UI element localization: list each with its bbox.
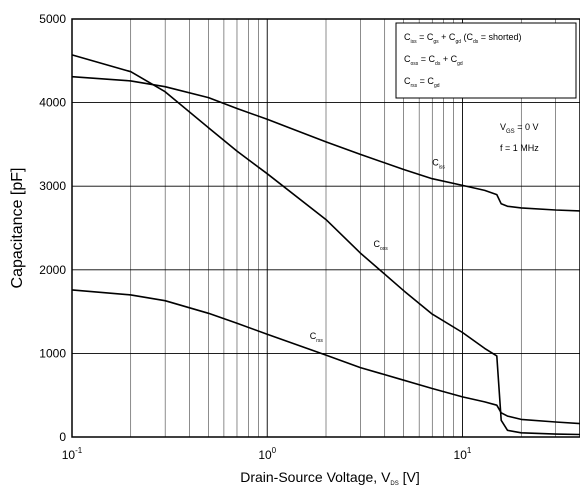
y-tick-label: 1000: [39, 346, 66, 360]
x-tick-label: 100: [258, 446, 276, 462]
y-tick-label: 2000: [39, 263, 66, 277]
legend-frame: [395, 22, 577, 99]
y-tick-labels: 0 1000 2000 3000 4000 5000: [39, 12, 66, 444]
series-line-oss: [71, 54, 580, 436]
condition-vgs-rest: = 0 V: [515, 122, 539, 132]
y-tick-label: 3000: [39, 179, 66, 193]
legend-line-rss: Crss = Cgd: [404, 76, 440, 89]
x-tick-labels: 10-1 100 101: [62, 446, 472, 462]
legend-line-iss: Ciss = Cgs + Cgd (Cds = shorted): [404, 32, 522, 45]
curve-label-rss: Crss: [310, 331, 324, 344]
curve-label-iss: Ciss: [432, 157, 445, 170]
x-tick-base: 10: [62, 448, 76, 462]
y-tick-label: 4000: [39, 96, 66, 110]
grid-lines: [72, 19, 580, 437]
legend-line-oss: Coss = Cds + Cgd: [404, 54, 463, 67]
condition-vgs-base: V: [500, 122, 506, 132]
condition-vgs-sub: GS: [506, 129, 515, 135]
plot-frame: [71, 18, 580, 438]
x-tick-label: 101: [454, 446, 472, 462]
legend-box: Ciss = Cgs + Cgd (Cds = shorted) Coss = …: [395, 22, 577, 99]
x-tick-exponent: -1: [75, 446, 83, 455]
x-axis-label-base: Drain-Source Voltage, V: [240, 469, 391, 485]
x-tick-exponent: 0: [272, 446, 277, 455]
curve-label-oss: Coss: [373, 239, 388, 252]
curve-labels: Ciss Coss Crss: [310, 157, 446, 344]
y-tick-label: 0: [59, 430, 66, 444]
x-tick-base: 10: [454, 448, 468, 462]
series-line-rss: [71, 289, 580, 425]
x-tick-exponent: 1: [467, 446, 472, 455]
x-axis-label-unit: [V]: [399, 469, 420, 485]
y-tick-label: 5000: [39, 12, 66, 26]
series-curves: [71, 54, 580, 436]
condition-frequency: f = 1 MHz: [500, 143, 539, 153]
x-axis-label-sub: DS: [390, 481, 398, 487]
x-axis-label: Drain-Source Voltage, VDS [V]: [240, 469, 420, 487]
x-tick-label: 10-1: [62, 446, 83, 462]
x-tick-base: 10: [258, 448, 272, 462]
y-axis-label: Capacitance [pF]: [9, 168, 26, 289]
series-line-iss: [71, 75, 580, 212]
condition-vgs: VGS = 0 V: [500, 122, 538, 135]
